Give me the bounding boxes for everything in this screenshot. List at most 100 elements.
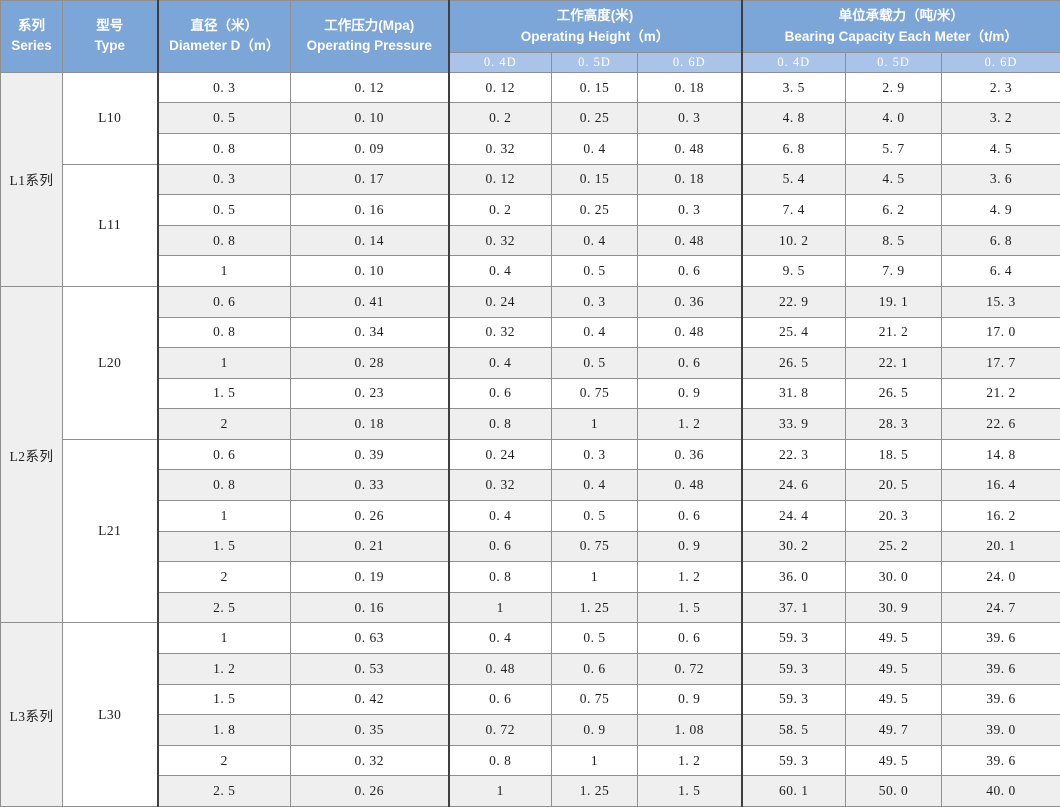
- header-operating-height: 工作高度(米) Operating Height（m）: [449, 1, 742, 53]
- cell-diameter: 1. 5: [158, 378, 291, 409]
- type-cell: L21: [63, 439, 158, 623]
- cell-pressure: 0. 14: [291, 225, 449, 256]
- cell-bearing-0-6d: 39. 6: [942, 745, 1060, 776]
- cell-height-0-6d: 0. 48: [638, 133, 742, 164]
- cell-bearing-0-4d: 59. 3: [742, 654, 846, 685]
- cell-bearing-0-6d: 16. 4: [942, 470, 1060, 501]
- subheader-bearing-0-6d: 0. 6D: [942, 53, 1060, 73]
- cell-bearing-0-5d: 25. 2: [846, 531, 942, 562]
- cell-height-0-5d: 0. 4: [552, 133, 638, 164]
- cell-pressure: 0. 42: [291, 684, 449, 715]
- cell-bearing-0-4d: 7. 4: [742, 195, 846, 226]
- cell-bearing-0-4d: 26. 5: [742, 348, 846, 379]
- cell-diameter: 0. 8: [158, 470, 291, 501]
- subheader-height-0-5d: 0. 5D: [552, 53, 638, 73]
- cell-height-0-4d: 0. 8: [449, 745, 552, 776]
- cell-bearing-0-6d: 24. 7: [942, 592, 1060, 623]
- cell-height-0-6d: 1. 5: [638, 592, 742, 623]
- cell-bearing-0-6d: 39. 6: [942, 623, 1060, 654]
- cell-diameter: 2: [158, 562, 291, 593]
- cell-pressure: 0. 10: [291, 103, 449, 134]
- cell-pressure: 0. 63: [291, 623, 449, 654]
- subheader-height-0-4d: 0. 4D: [449, 53, 552, 73]
- cell-pressure: 0. 12: [291, 72, 449, 103]
- cell-pressure: 0. 28: [291, 348, 449, 379]
- cell-height-0-4d: 0. 4: [449, 256, 552, 287]
- cell-bearing-0-5d: 22. 1: [846, 348, 942, 379]
- cell-height-0-6d: 0. 18: [638, 72, 742, 103]
- cell-bearing-0-6d: 16. 2: [942, 501, 1060, 532]
- cell-height-0-5d: 1: [552, 409, 638, 440]
- header-bearing-capacity: 单位承载力（吨/米） Bearing Capacity Each Meter（t…: [742, 1, 1060, 53]
- cell-height-0-6d: 1. 2: [638, 745, 742, 776]
- cell-bearing-0-4d: 58. 5: [742, 715, 846, 746]
- cell-height-0-6d: 0. 72: [638, 654, 742, 685]
- cell-height-0-5d: 1: [552, 562, 638, 593]
- header-row-main: 系列 Series 型号 Type 直径（米） Diameter D（m） 工作…: [1, 1, 1060, 53]
- cell-bearing-0-5d: 2. 9: [846, 72, 942, 103]
- cell-diameter: 1. 8: [158, 715, 291, 746]
- cell-height-0-4d: 0. 6: [449, 378, 552, 409]
- cell-bearing-0-4d: 22. 3: [742, 439, 846, 470]
- subheader-height-0-6d: 0. 6D: [638, 53, 742, 73]
- cell-bearing-0-5d: 8. 5: [846, 225, 942, 256]
- cell-pressure: 0. 19: [291, 562, 449, 593]
- cell-bearing-0-4d: 24. 4: [742, 501, 846, 532]
- cell-pressure: 0. 16: [291, 195, 449, 226]
- cell-bearing-0-4d: 59. 3: [742, 684, 846, 715]
- cell-bearing-0-4d: 6. 8: [742, 133, 846, 164]
- cell-height-0-4d: 0. 6: [449, 684, 552, 715]
- cell-diameter: 1: [158, 501, 291, 532]
- cell-height-0-5d: 1. 25: [552, 776, 638, 807]
- cell-bearing-0-5d: 49. 7: [846, 715, 942, 746]
- cell-bearing-0-4d: 10. 2: [742, 225, 846, 256]
- cell-height-0-5d: 0. 5: [552, 623, 638, 654]
- cell-bearing-0-6d: 15. 3: [942, 286, 1060, 317]
- cell-height-0-5d: 1: [552, 745, 638, 776]
- cell-bearing-0-5d: 49. 5: [846, 684, 942, 715]
- cell-bearing-0-5d: 20. 5: [846, 470, 942, 501]
- cell-diameter: 1: [158, 348, 291, 379]
- cell-height-0-6d: 0. 9: [638, 378, 742, 409]
- cell-height-0-4d: 0. 32: [449, 225, 552, 256]
- cell-diameter: 2: [158, 409, 291, 440]
- cell-diameter: 0. 3: [158, 164, 291, 195]
- cell-height-0-4d: 0. 4: [449, 623, 552, 654]
- cell-bearing-0-6d: 17. 0: [942, 317, 1060, 348]
- cell-pressure: 0. 18: [291, 409, 449, 440]
- cell-height-0-4d: 0. 4: [449, 348, 552, 379]
- cell-bearing-0-5d: 7. 9: [846, 256, 942, 287]
- header-pressure-en: Operating Pressure: [291, 36, 448, 56]
- cell-height-0-6d: 0. 48: [638, 225, 742, 256]
- header-pressure: 工作压力(Mpa) Operating Pressure: [291, 1, 449, 73]
- header-operating-height-en: Operating Height（m）: [450, 27, 741, 47]
- cell-diameter: 2. 5: [158, 776, 291, 807]
- cell-pressure: 0. 53: [291, 654, 449, 685]
- cell-height-0-6d: 0. 3: [638, 195, 742, 226]
- header-type: 型号 Type: [63, 1, 158, 73]
- cell-bearing-0-5d: 30. 9: [846, 592, 942, 623]
- cell-pressure: 0. 35: [291, 715, 449, 746]
- cell-bearing-0-6d: 24. 0: [942, 562, 1060, 593]
- cell-bearing-0-5d: 28. 3: [846, 409, 942, 440]
- cell-bearing-0-5d: 50. 0: [846, 776, 942, 807]
- cell-diameter: 1. 5: [158, 684, 291, 715]
- cell-pressure: 0. 16: [291, 592, 449, 623]
- cell-height-0-5d: 0. 75: [552, 684, 638, 715]
- cell-bearing-0-4d: 36. 0: [742, 562, 846, 593]
- cell-bearing-0-5d: 4. 0: [846, 103, 942, 134]
- cell-pressure: 0. 34: [291, 317, 449, 348]
- cell-bearing-0-6d: 39. 6: [942, 654, 1060, 685]
- cell-height-0-5d: 0. 25: [552, 103, 638, 134]
- cell-bearing-0-6d: 21. 2: [942, 378, 1060, 409]
- cell-height-0-6d: 1. 2: [638, 562, 742, 593]
